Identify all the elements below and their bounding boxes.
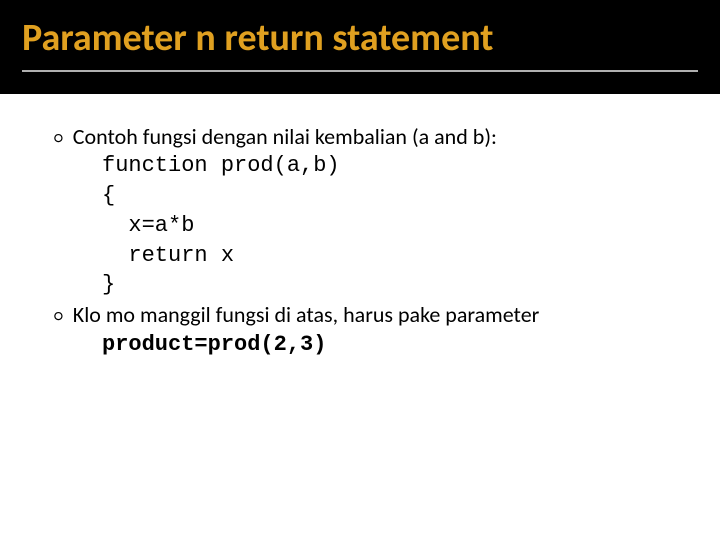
bullet-text: Klo mo manggil fungsi di atas, harus pak… xyxy=(73,300,540,330)
bullet-marker-icon: ○ xyxy=(54,128,63,150)
bullet-text: Contoh fungsi dengan nilai kembalian (a … xyxy=(73,122,497,152)
header-band: Parameter n return statement xyxy=(0,0,720,94)
code-block: function prod(a,b) { x=a*b return x } xyxy=(102,151,680,299)
bullet-marker-icon: ○ xyxy=(54,306,63,328)
code-inline-bold: product=prod(2,3) xyxy=(102,330,680,360)
slide-content: ○ Contoh fungsi dengan nilai kembalian (… xyxy=(0,94,720,360)
bullet-item: ○ Contoh fungsi dengan nilai kembalian (… xyxy=(54,122,680,152)
slide-title: Parameter n return statement xyxy=(22,18,698,72)
bullet-item: ○ Klo mo manggil fungsi di atas, harus p… xyxy=(54,300,680,330)
